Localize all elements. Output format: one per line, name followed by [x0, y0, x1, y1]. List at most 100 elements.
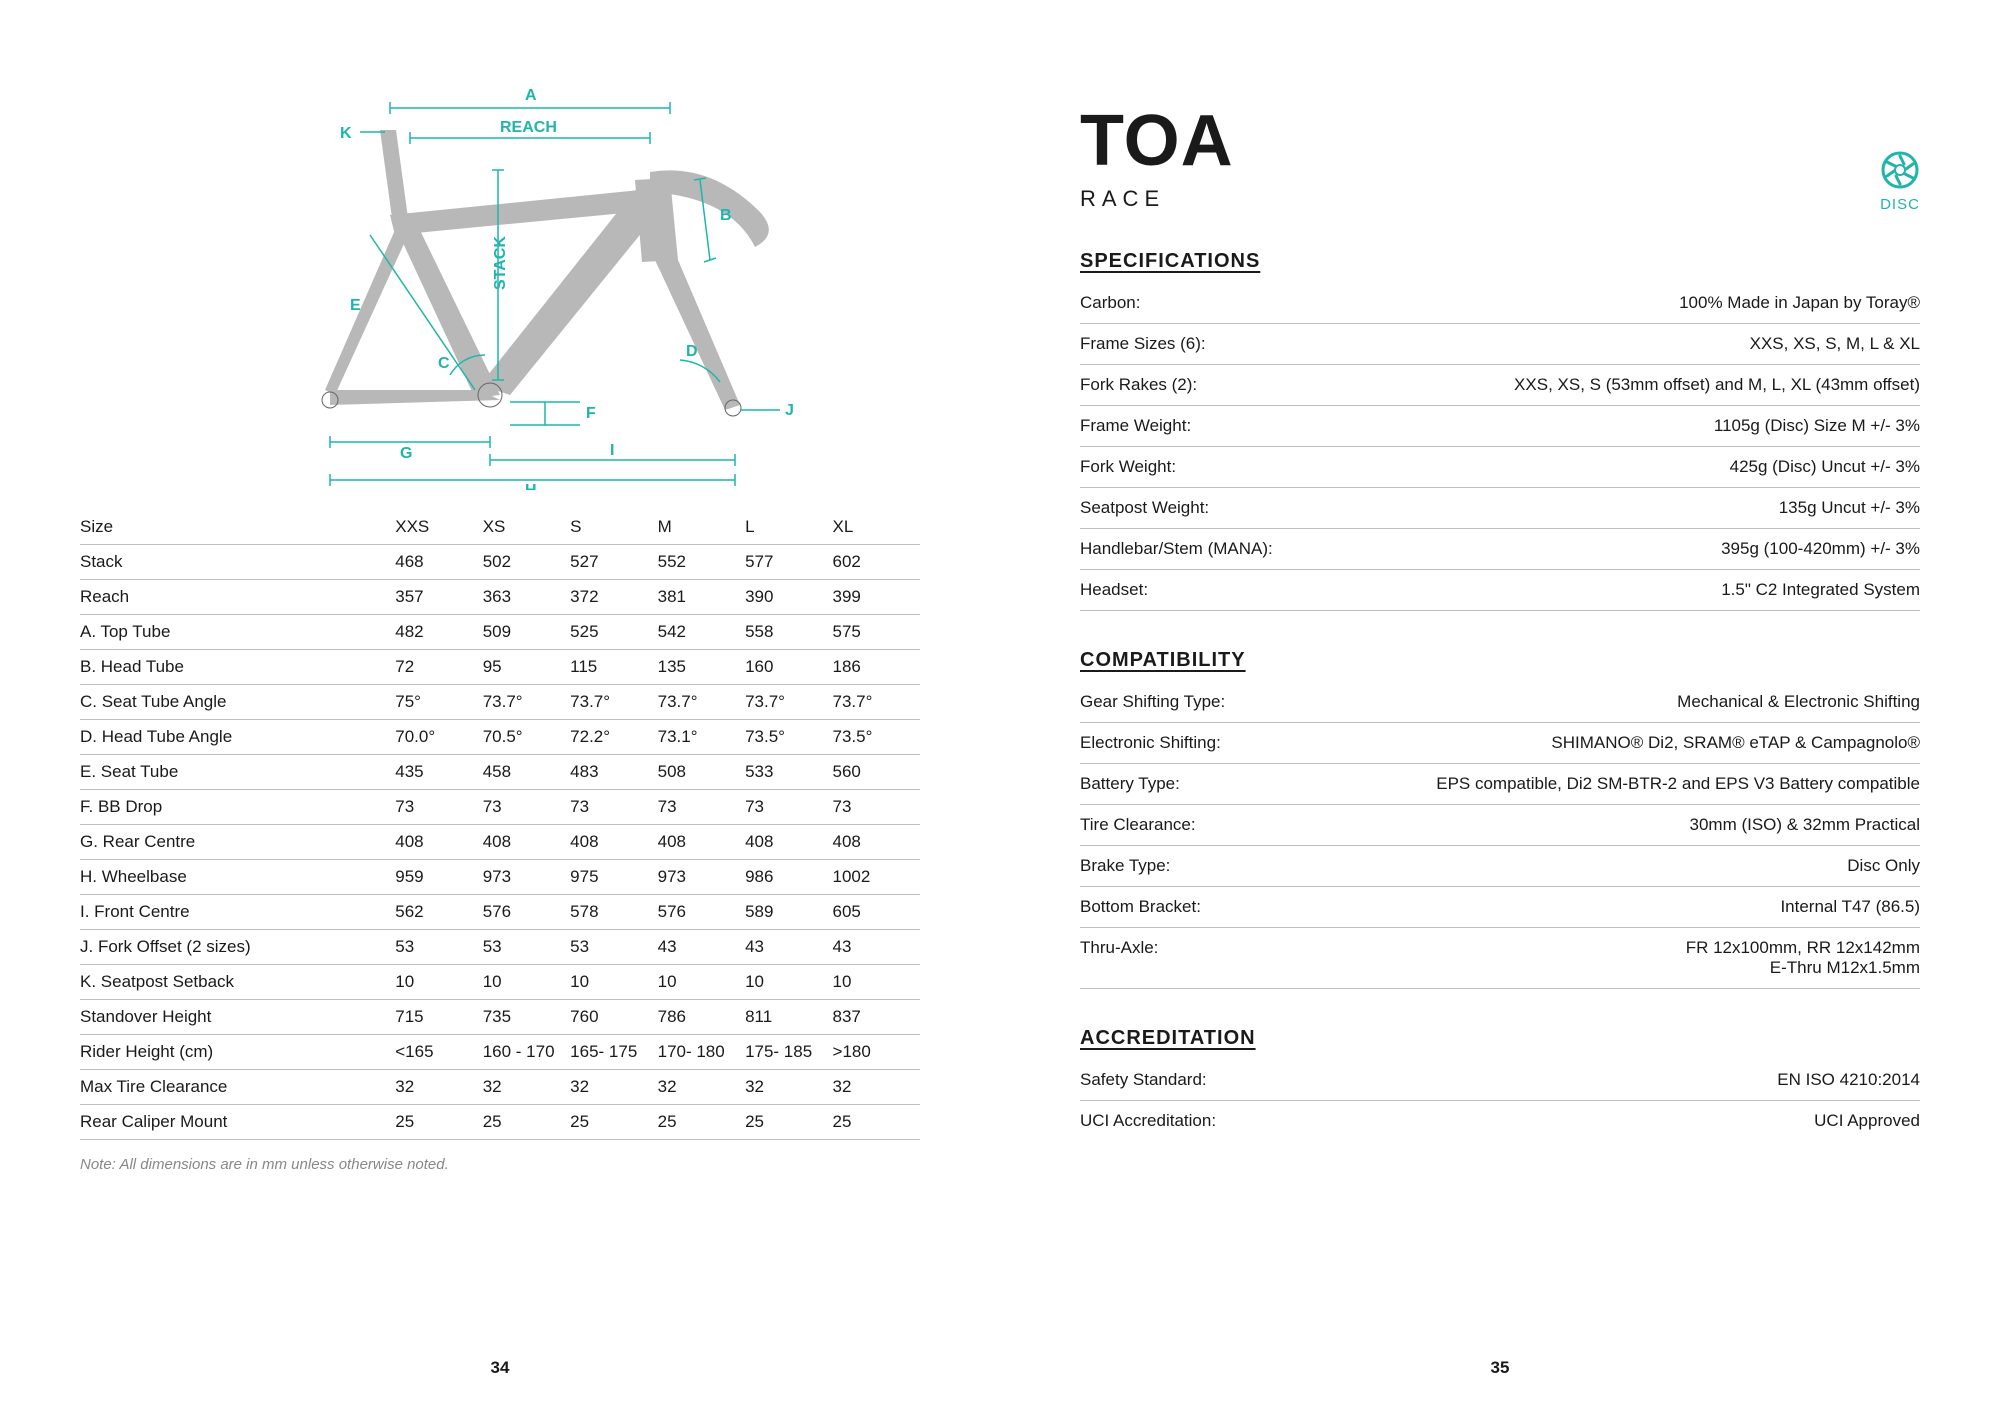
row-label: I. Front Centre	[80, 895, 395, 930]
disc-label: DISC	[1880, 196, 1920, 213]
cell: 72.2°	[570, 720, 657, 755]
cell: 115	[570, 650, 657, 685]
cell: 25	[483, 1105, 570, 1140]
table-row: J. Fork Offset (2 sizes)535353434343	[80, 930, 920, 965]
cell: 811	[745, 1000, 832, 1035]
cell: 73.1°	[658, 720, 745, 755]
disc-badge: DISC	[1880, 150, 1920, 213]
cell: 32	[395, 1070, 482, 1105]
spec-value: SHIMANO® Di2, SRAM® eTAP & Campagnolo®	[1551, 733, 1920, 753]
spec-value: 30mm (ISO) & 32mm Practical	[1690, 815, 1921, 835]
spec-value: EPS compatible, Di2 SM-BTR-2 and EPS V3 …	[1436, 774, 1920, 794]
spec-label: Gear Shifting Type:	[1080, 692, 1225, 712]
section-heading: ACCREDITATION	[1080, 1027, 1920, 1050]
spec-label: Headset:	[1080, 580, 1148, 600]
cell: 576	[483, 895, 570, 930]
cell: 986	[745, 860, 832, 895]
col-XS: XS	[483, 510, 570, 545]
cell: 715	[395, 1000, 482, 1035]
cell: 837	[833, 1000, 920, 1035]
col-XXS: XXS	[395, 510, 482, 545]
cell: 408	[658, 825, 745, 860]
spec-row: Battery Type: EPS compatible, Di2 SM-BTR-…	[1080, 764, 1920, 805]
dim-F: F	[586, 405, 596, 422]
geometry-table: SizeXXSXSSMLXL Stack468502527552577602Re…	[80, 510, 920, 1140]
cell: 43	[745, 930, 832, 965]
col-M: M	[658, 510, 745, 545]
spec-value: 395g (100-420mm) +/- 3%	[1721, 539, 1920, 559]
cell: 73.7°	[570, 685, 657, 720]
cell: 973	[483, 860, 570, 895]
row-label: Rider Height (cm)	[80, 1035, 395, 1070]
table-row: E. Seat Tube435458483508533560	[80, 755, 920, 790]
cell: 32	[570, 1070, 657, 1105]
row-label: H. Wheelbase	[80, 860, 395, 895]
dim-I: I	[610, 442, 614, 459]
cell: 560	[833, 755, 920, 790]
spec-value: Mechanical & Electronic Shifting	[1677, 692, 1920, 712]
spec-row: Bottom Bracket:Internal T47 (86.5)	[1080, 887, 1920, 928]
cell: 95	[483, 650, 570, 685]
cell: 558	[745, 615, 832, 650]
cell: 502	[483, 545, 570, 580]
spec-row: Tire Clearance:30mm (ISO) & 32mm Practic…	[1080, 805, 1920, 846]
cell: 160 - 170	[483, 1035, 570, 1070]
row-label: F. BB Drop	[80, 790, 395, 825]
cell: 408	[745, 825, 832, 860]
row-label: G. Rear Centre	[80, 825, 395, 860]
cell: 73	[658, 790, 745, 825]
section-heading: SPECIFICATIONS	[1080, 250, 1920, 273]
spec-row: Seatpost Weight:135g Uncut +/- 3%	[1080, 488, 1920, 529]
spec-label: Safety Standard:	[1080, 1070, 1207, 1090]
cell: 32	[483, 1070, 570, 1105]
cell: 372	[570, 580, 657, 615]
cell: 73.7°	[658, 685, 745, 720]
table-row: D. Head Tube Angle70.0°70.5°72.2°73.1°73…	[80, 720, 920, 755]
spec-label: Battery Type:	[1080, 774, 1180, 794]
section-heading: COMPATIBILITY	[1080, 649, 1920, 672]
table-row: B. Head Tube7295115135160186	[80, 650, 920, 685]
dim-B: B	[720, 207, 732, 224]
spec-label: Fork Weight:	[1080, 457, 1176, 477]
dim-stack: STACK	[492, 236, 509, 290]
cell: 25	[745, 1105, 832, 1140]
cell: 786	[658, 1000, 745, 1035]
col-S: S	[570, 510, 657, 545]
spec-row: Frame Weight:1105g (Disc) Size M +/- 3%	[1080, 406, 1920, 447]
col-size: Size	[80, 510, 395, 545]
row-label: Stack	[80, 545, 395, 580]
table-row: Max Tire Clearance323232323232	[80, 1070, 920, 1105]
table-row: I. Front Centre562576578576589605	[80, 895, 920, 930]
cell: 509	[483, 615, 570, 650]
cell: 458	[483, 755, 570, 790]
cell: 135	[658, 650, 745, 685]
spec-row: UCI Accreditation:UCI Approved	[1080, 1101, 1920, 1141]
table-row: Standover Height715735760786811837	[80, 1000, 920, 1035]
dim-E: E	[350, 297, 361, 314]
page-spread: A REACH B K E C D F J G I H STACK SizeXX…	[0, 0, 2000, 1418]
page-number-left: 34	[491, 1358, 510, 1378]
cell: 576	[658, 895, 745, 930]
cell: 735	[483, 1000, 570, 1035]
cell: 408	[395, 825, 482, 860]
spec-value: EN ISO 4210:2014	[1777, 1070, 1920, 1090]
spec-row: Fork Rakes (2):XXS, XS, S (53mm offset) …	[1080, 365, 1920, 406]
table-row: K. Seatpost Setback101010101010	[80, 965, 920, 1000]
cell: 25	[658, 1105, 745, 1140]
cell: 533	[745, 755, 832, 790]
cell: 53	[570, 930, 657, 965]
cell: 605	[833, 895, 920, 930]
spec-label: Frame Sizes (6):	[1080, 334, 1206, 354]
cell: 482	[395, 615, 482, 650]
spec-row: Headset:1.5" C2 Integrated System	[1080, 570, 1920, 611]
cell: 525	[570, 615, 657, 650]
cell: 408	[833, 825, 920, 860]
cell: 10	[395, 965, 482, 1000]
dim-reach: REACH	[500, 119, 557, 136]
cell: 973	[658, 860, 745, 895]
cell: 399	[833, 580, 920, 615]
cell: 73.5°	[833, 720, 920, 755]
dim-C: C	[438, 355, 450, 372]
spec-label: Brake Type:	[1080, 856, 1170, 876]
table-row: C. Seat Tube Angle75°73.7°73.7°73.7°73.7…	[80, 685, 920, 720]
